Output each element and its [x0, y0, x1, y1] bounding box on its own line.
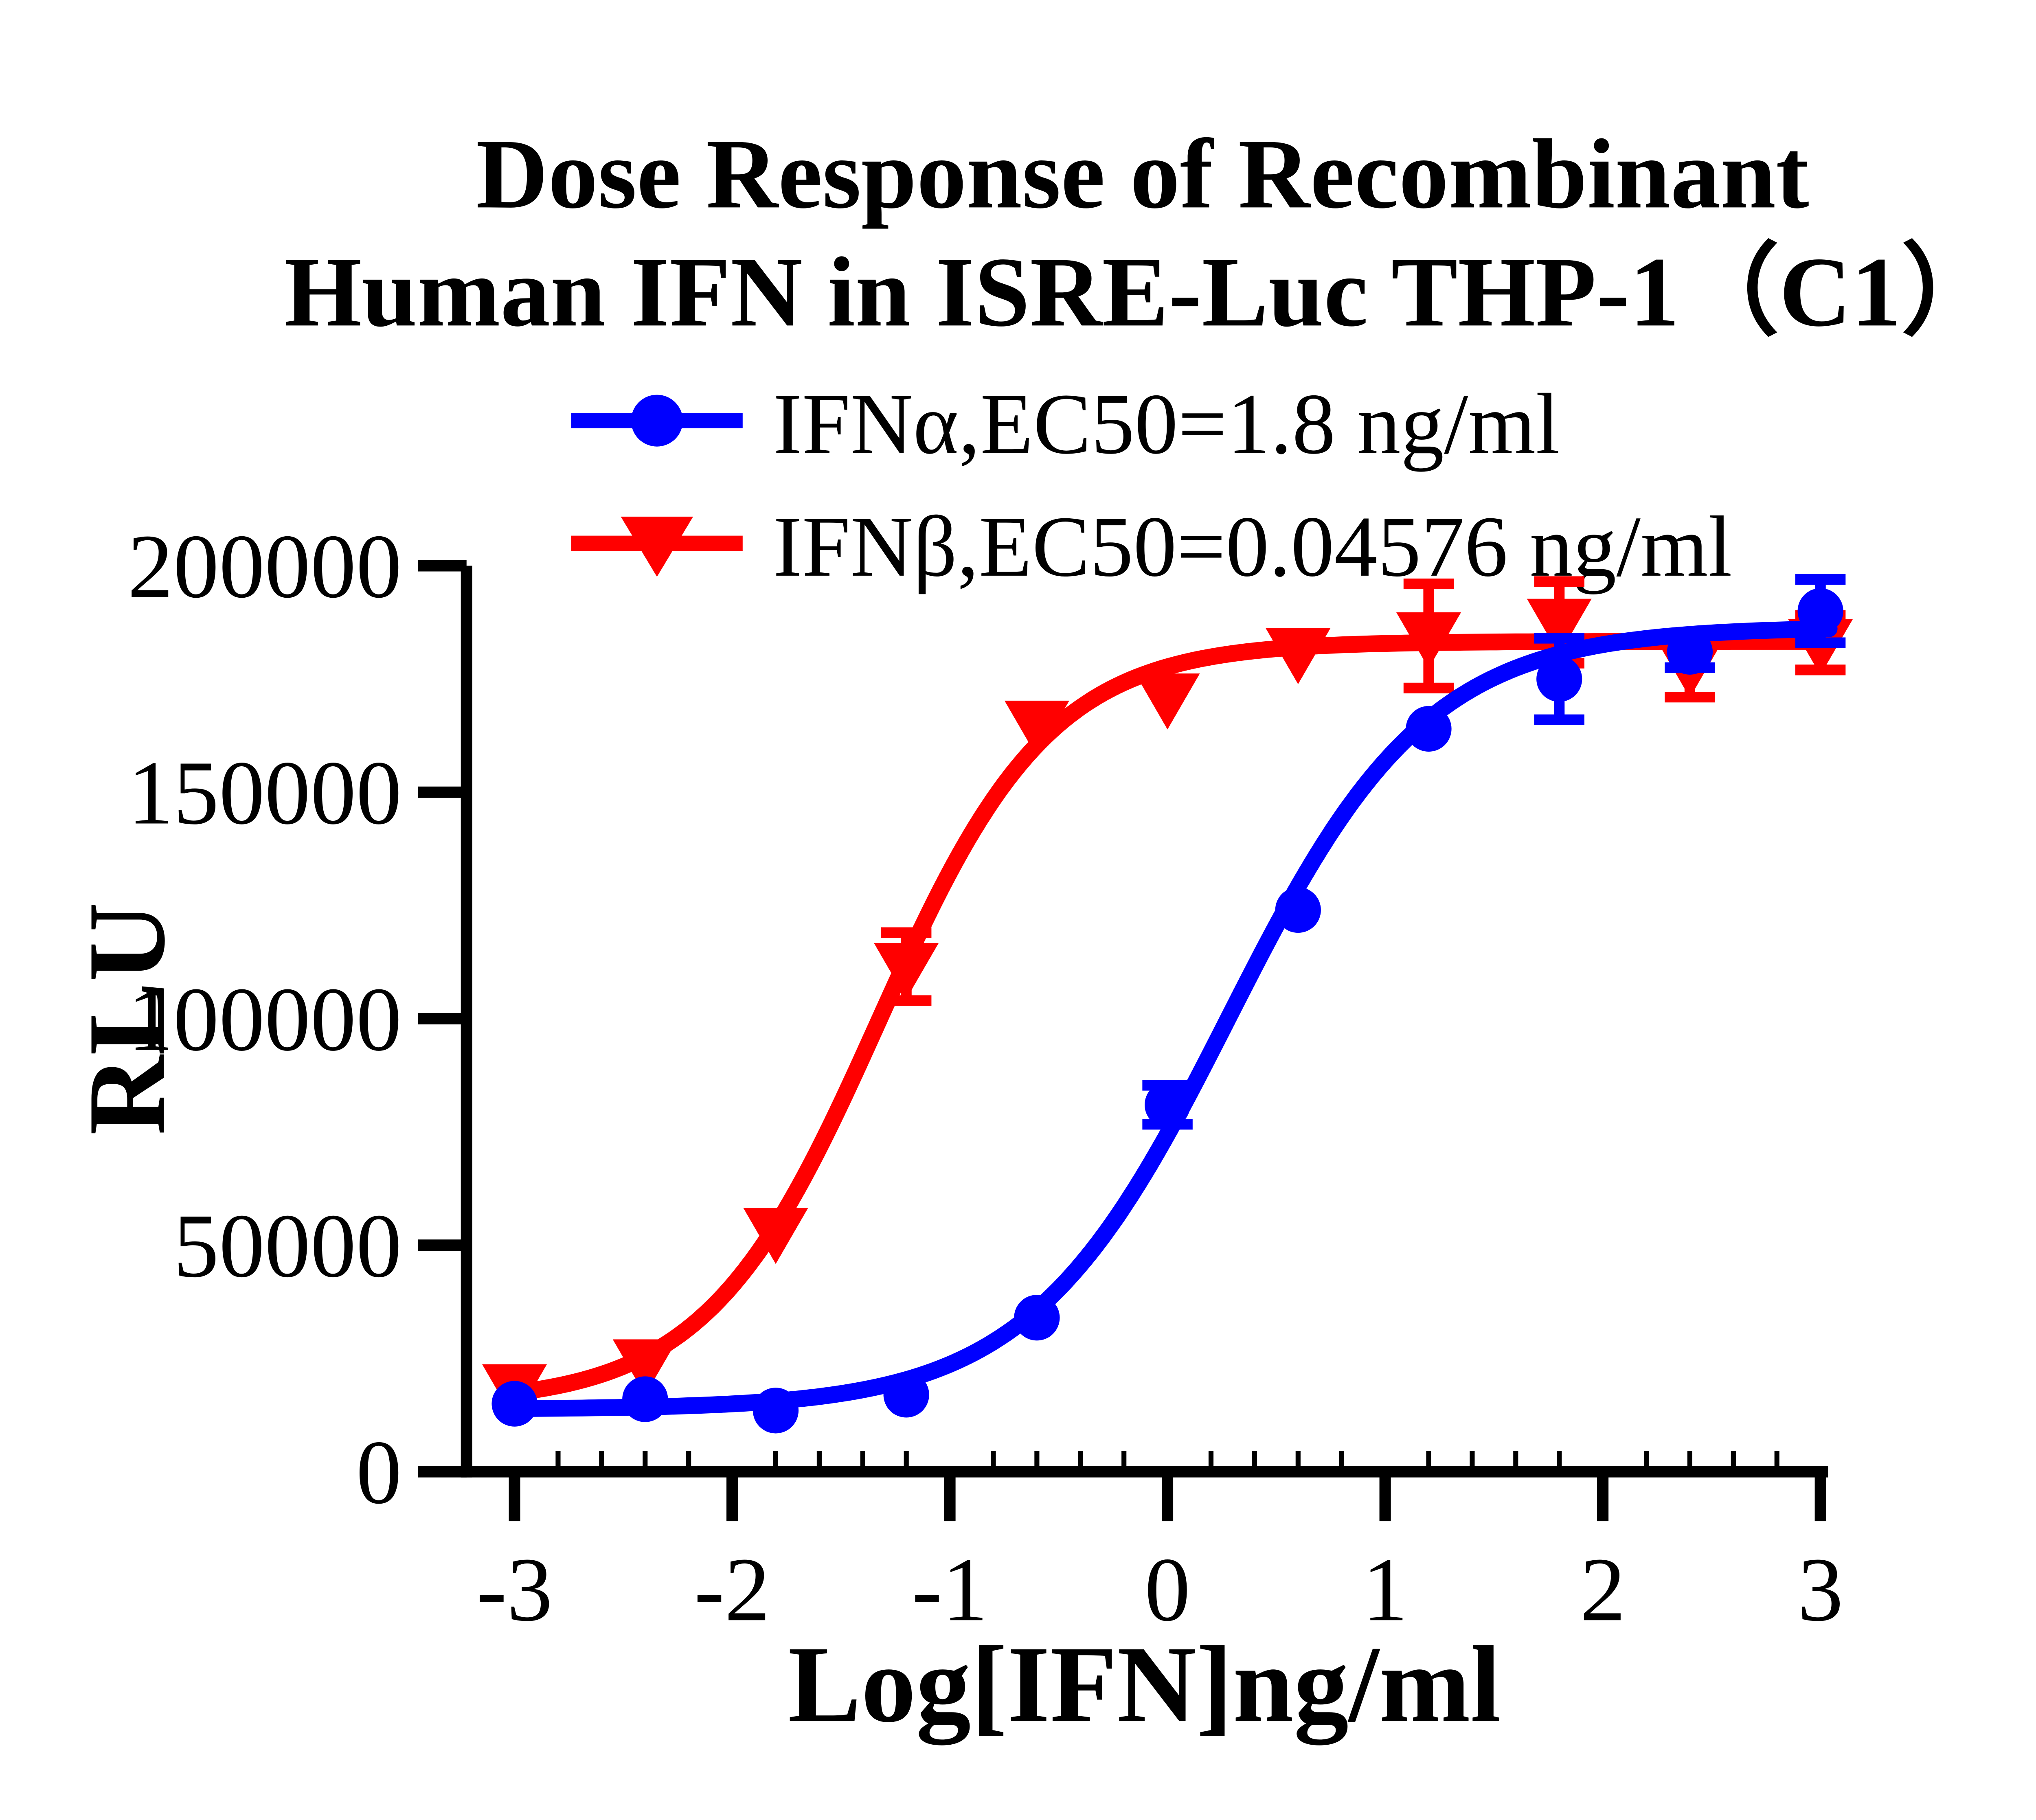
x-axis-title: Log[IFN]ng/ml: [788, 1624, 1501, 1747]
x-tick-label-2: 2: [1580, 1539, 1626, 1640]
x-tick-label--1: -1: [912, 1539, 988, 1640]
ifn-alpha-point: [622, 1376, 668, 1422]
ifn-alpha-point: [491, 1381, 538, 1427]
ifn-alpha-point: [1144, 1082, 1191, 1128]
ifn-alpha-curve: [495, 620, 1838, 1417]
ifn-beta-point: [743, 1208, 808, 1264]
ifn-alpha-point: [1536, 656, 1582, 702]
x-tick-label--2: -2: [694, 1539, 770, 1640]
ifn-alpha-point: [753, 1388, 799, 1434]
x-tick-label-0: 0: [1145, 1539, 1190, 1640]
legend-label-ifn-beta: IFNβ,EC50=0.04576 ng/ml: [773, 499, 1732, 595]
x-tick-label-3: 3: [1798, 1539, 1843, 1640]
ifn-alpha-point: [883, 1372, 929, 1418]
ifn-beta-point: [1004, 700, 1069, 757]
chart-title-line-2: Human IFN in ISRE-Luc THP-1（C1）: [284, 237, 2001, 347]
ifn-alpha-point: [1667, 629, 1713, 675]
legend-circle-icon: [631, 395, 683, 447]
y-tick-label-100000: 100000: [127, 969, 401, 1070]
ifn-alpha-point: [1406, 706, 1452, 752]
y-tick-label-50000: 50000: [173, 1195, 402, 1296]
ifn-beta-point: [612, 1339, 678, 1396]
ifn-alpha-point: [1275, 887, 1321, 933]
legend-triangle-down-icon: [621, 516, 693, 577]
y-tick-label-200000: 200000: [127, 515, 401, 617]
y-axis-title: RLU: [65, 902, 188, 1135]
ifn-beta-point: [1527, 599, 1592, 655]
ifn-alpha-point: [1797, 588, 1843, 634]
legend-label-ifn-alpha: IFNα,EC50=1.8 ng/ml: [773, 376, 1560, 472]
ifn-alpha-point: [1014, 1295, 1060, 1341]
ifn-beta-point: [1396, 612, 1461, 669]
y-tick-label-150000: 150000: [127, 742, 401, 843]
x-tick-label-1: 1: [1362, 1539, 1408, 1640]
chart-title-line-1: Dose Response of Recombinant: [476, 119, 1809, 229]
ifn-beta-point: [1266, 628, 1331, 684]
y-tick-label-0: 0: [356, 1421, 401, 1523]
x-tick-label--3: -3: [476, 1539, 553, 1640]
ifn-beta-curve: [495, 633, 1838, 1403]
ifn-beta-point: [874, 943, 939, 999]
ifn-beta-point: [1135, 673, 1200, 730]
